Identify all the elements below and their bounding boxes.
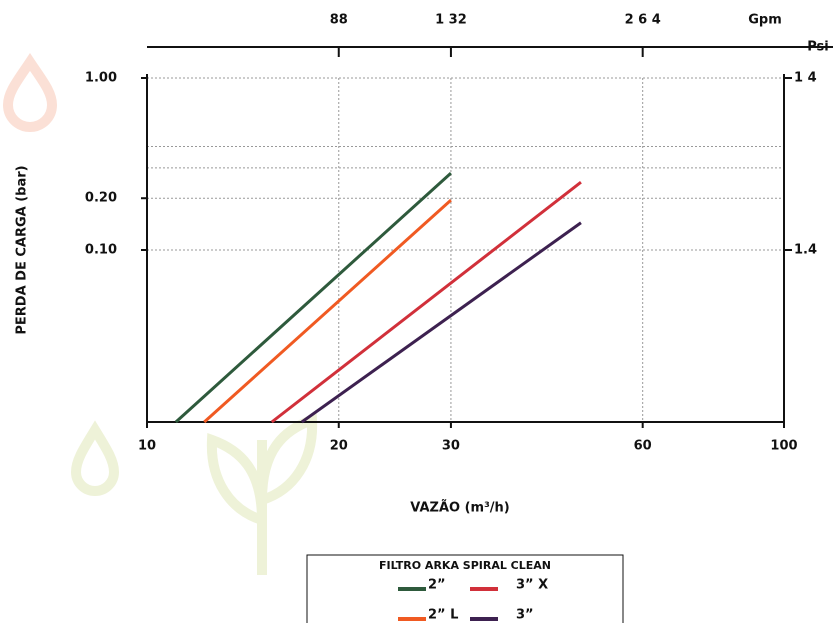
x2-tick-label: 1 32 [435, 13, 467, 28]
legend-label: 3” [516, 608, 534, 623]
x2-tick-label: 88 [330, 13, 348, 28]
x2-axis-label: Gpm [748, 13, 782, 28]
legend-title: FILTRO ARKA SPIRAL CLEAN [379, 559, 551, 572]
watermark [2, 52, 318, 575]
series-line [270, 180, 582, 424]
series-line [203, 198, 452, 424]
legend-box [306, 554, 624, 623]
legend-label: 2” [428, 578, 446, 593]
x-tick-label: 100 [770, 439, 797, 454]
legend-label: 2” L [428, 608, 458, 623]
y2-tick-label: 1.4 [794, 243, 817, 258]
x2-tick-label: 2 6 4 [625, 13, 661, 28]
x-tick-label: 30 [442, 439, 460, 454]
series-line [300, 221, 582, 424]
legend-label: 3” X [516, 578, 548, 593]
y2-tick-label: 1 4 [794, 71, 817, 86]
x-tick-label: 60 [634, 439, 652, 454]
y-axis-label: PERDA DE CARGA (bar) [15, 165, 30, 334]
y-tick-label: 0.20 [85, 191, 117, 206]
x-tick-label: 10 [138, 439, 156, 454]
x-tick-label: 20 [330, 439, 348, 454]
series-line [174, 171, 452, 424]
x-axis-label: VAZÃO (m³/h) [410, 500, 509, 516]
y-tick-label: 1.00 [85, 71, 117, 86]
y-tick-label: 0.10 [85, 243, 117, 258]
